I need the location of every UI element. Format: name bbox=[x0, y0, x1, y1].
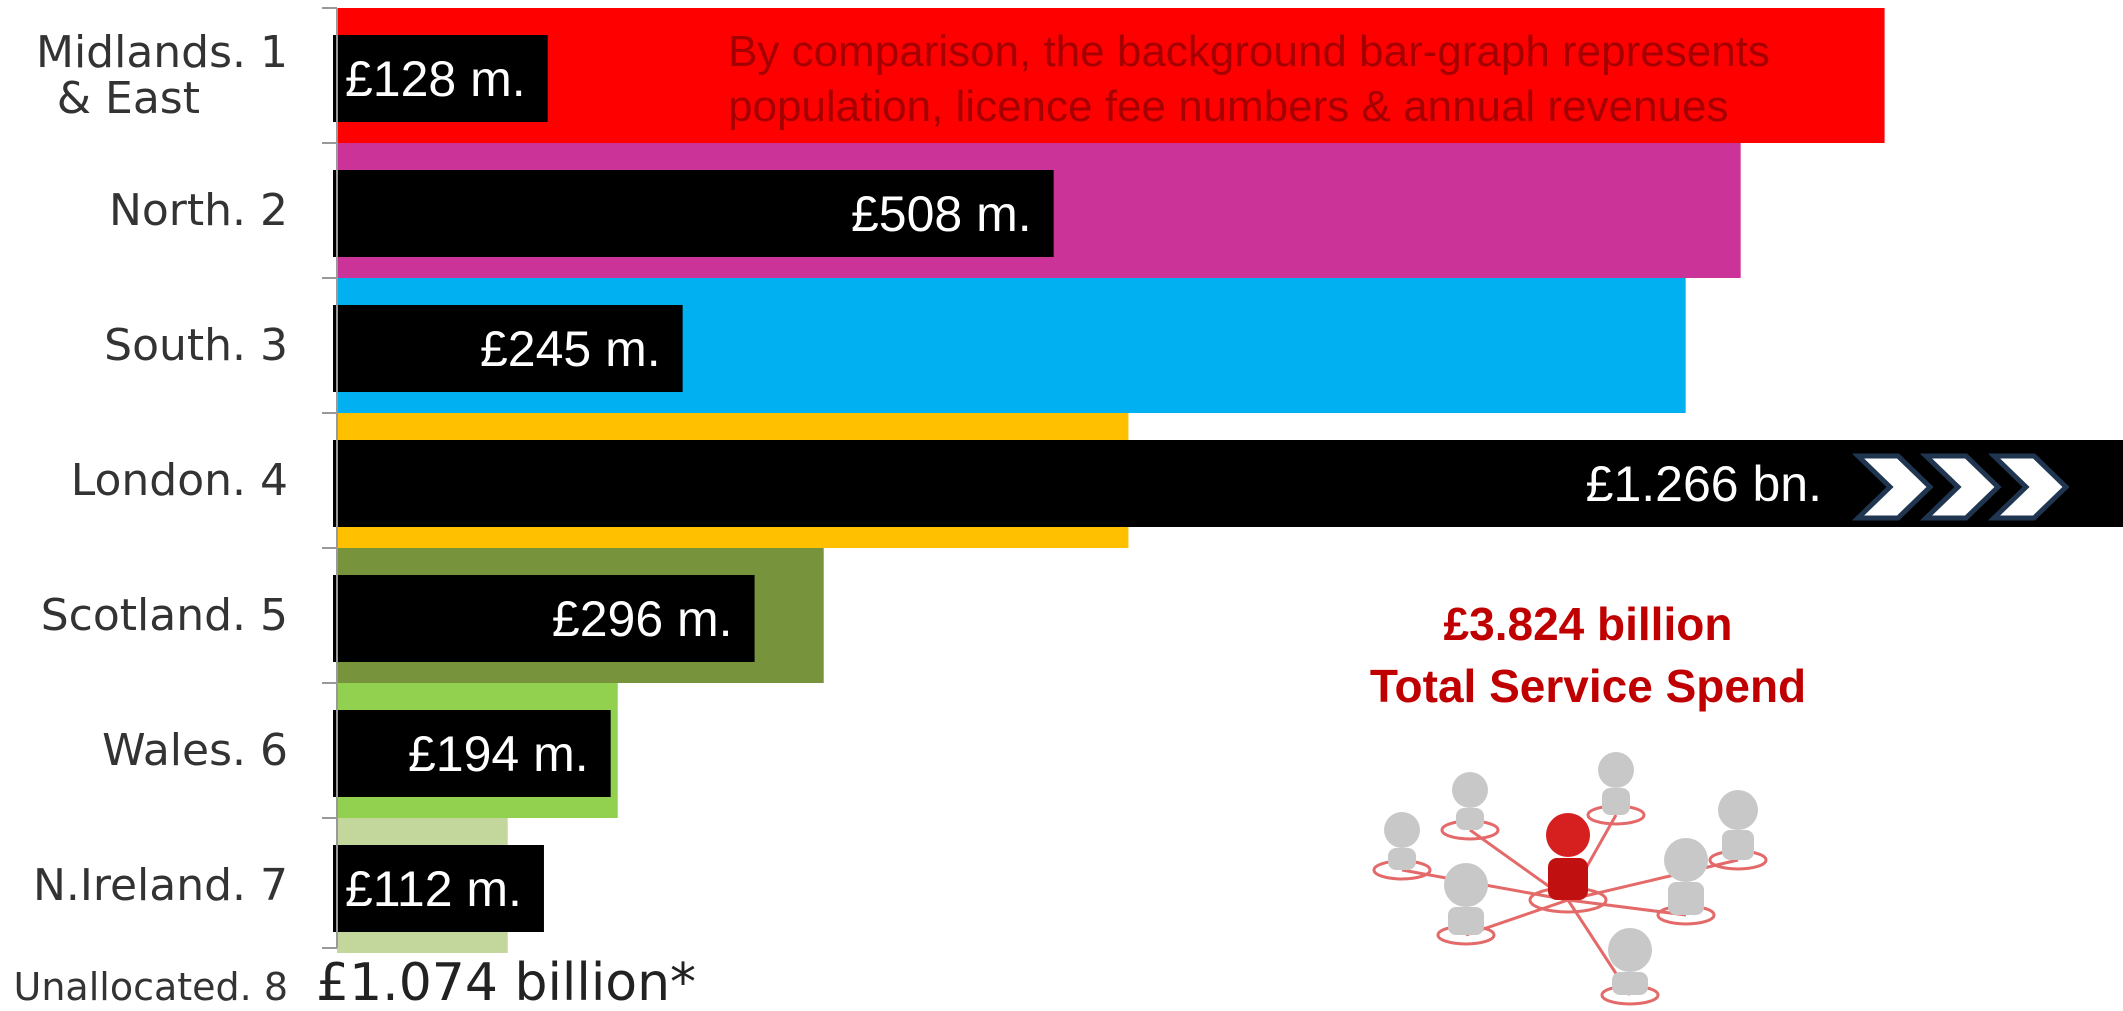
value-label: £508 m. bbox=[851, 186, 1032, 242]
bar bbox=[333, 575, 755, 662]
network-illustration bbox=[1372, 752, 1768, 1006]
background-bar bbox=[337, 8, 1885, 143]
bar bbox=[333, 305, 683, 392]
value-label: £1.266 bn. bbox=[1586, 456, 1822, 512]
value-label: £194 m. bbox=[408, 726, 589, 782]
bar bbox=[333, 170, 1054, 257]
category-label: N.Ireland. 7 bbox=[33, 860, 288, 911]
unallocated-label: Unallocated. 8 bbox=[14, 965, 288, 1009]
value-label: £245 m. bbox=[480, 321, 661, 377]
category-label: Wales. 6 bbox=[102, 725, 288, 776]
category-label: Midlands. 1 & East bbox=[36, 27, 288, 124]
bars bbox=[333, 8, 2123, 953]
value-label: £128 m. bbox=[345, 51, 526, 107]
unallocated-value: £1.074 billion* bbox=[316, 953, 696, 1011]
axis-ticks bbox=[322, 7, 337, 949]
chevrons bbox=[1851, 453, 2070, 521]
category-label: South. 3 bbox=[104, 320, 288, 371]
bar bbox=[333, 35, 548, 122]
total-caption: Total Service Spend bbox=[1370, 660, 1806, 712]
annotation: By comparison, the background bar-graph … bbox=[728, 27, 1770, 76]
category-label: Scotland. 5 bbox=[41, 590, 288, 641]
category-label: North. 2 bbox=[109, 185, 288, 236]
bar bbox=[333, 440, 2123, 527]
value-label: £112 m. bbox=[345, 861, 522, 917]
bar bbox=[333, 710, 611, 797]
bar bbox=[333, 845, 544, 932]
total-value: £3.824 billion bbox=[1444, 598, 1733, 650]
category-label: London. 4 bbox=[71, 455, 288, 506]
annotation: population, licence fee numbers & annual… bbox=[728, 82, 1728, 131]
value-label: £296 m. bbox=[552, 591, 733, 647]
